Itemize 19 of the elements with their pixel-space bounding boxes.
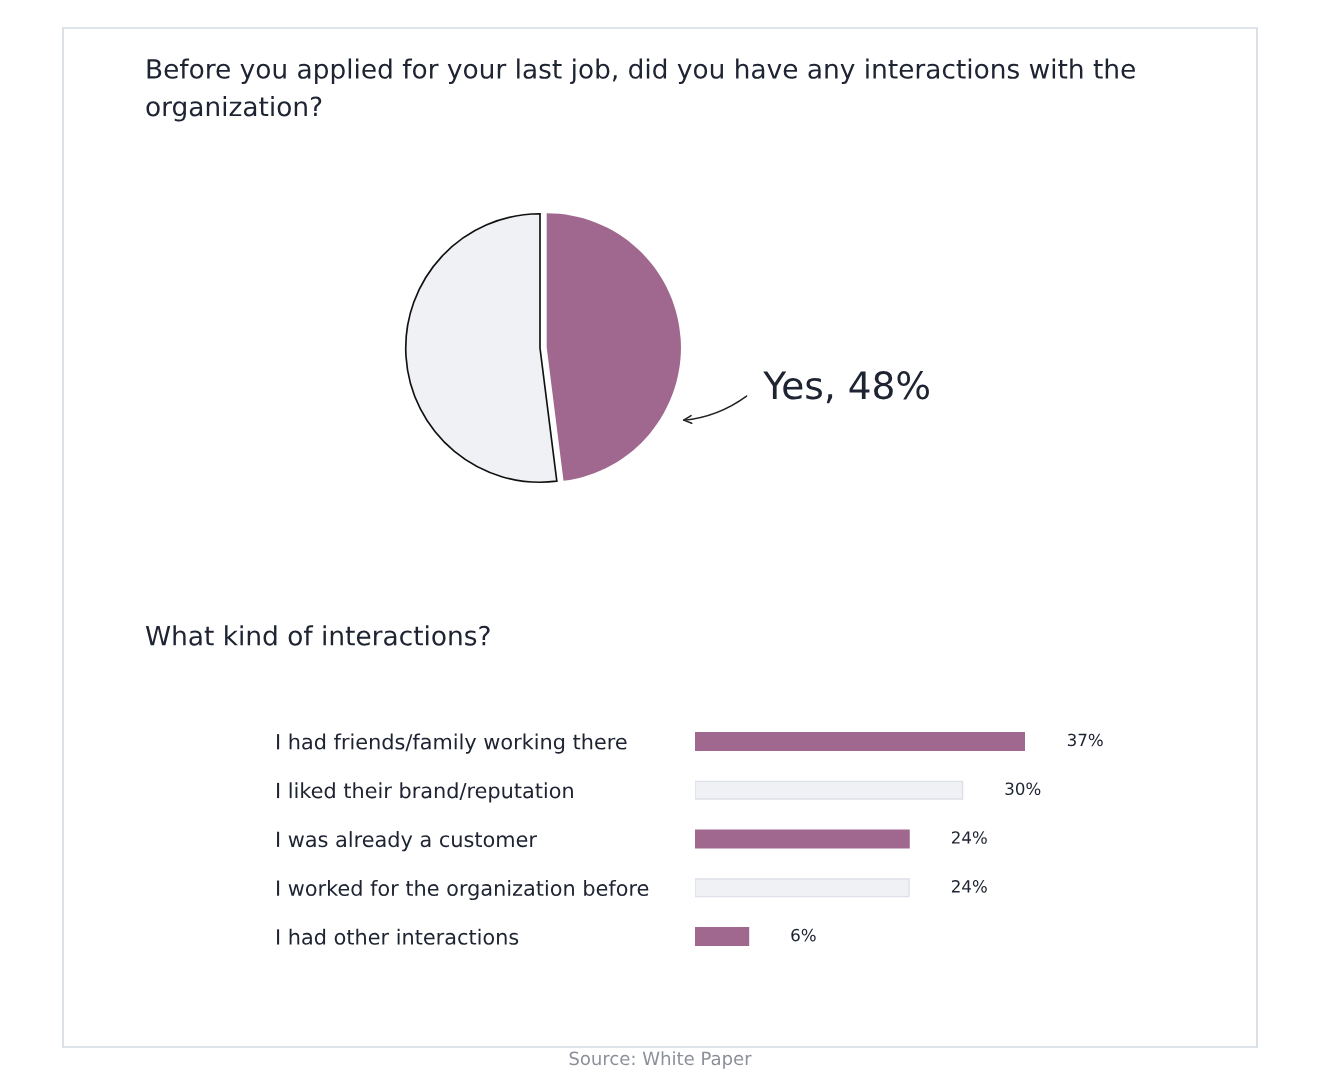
bar [695, 829, 910, 849]
chart-title: Before you applied for your last job, did you have any interactions with the organization? [146, 58, 1135, 122]
data-label: 6% [791, 928, 816, 942]
y-tick-label: I liked their brand/reputation [277, 782, 573, 803]
y-tick-label: I had other interactions [277, 928, 519, 945]
data-label: Yes, 48% [763, 371, 929, 404]
source-note: Source: White Paper [569, 1051, 752, 1069]
data-label: 24% [951, 880, 987, 893]
data-label: 24% [951, 831, 987, 844]
bar [695, 878, 910, 898]
y-tick-label: I worked for the organization before [277, 879, 649, 901]
bar [695, 927, 750, 947]
bar [695, 731, 1025, 751]
data-label: 30% [1005, 782, 1041, 796]
y-tick-label: I was already a customer [277, 831, 537, 852]
y-tick-label: I had friends/family working there [277, 733, 627, 754]
text: What kind of interactions? [145, 625, 490, 646]
data-label: 37% [1067, 733, 1103, 747]
bar [695, 780, 964, 800]
